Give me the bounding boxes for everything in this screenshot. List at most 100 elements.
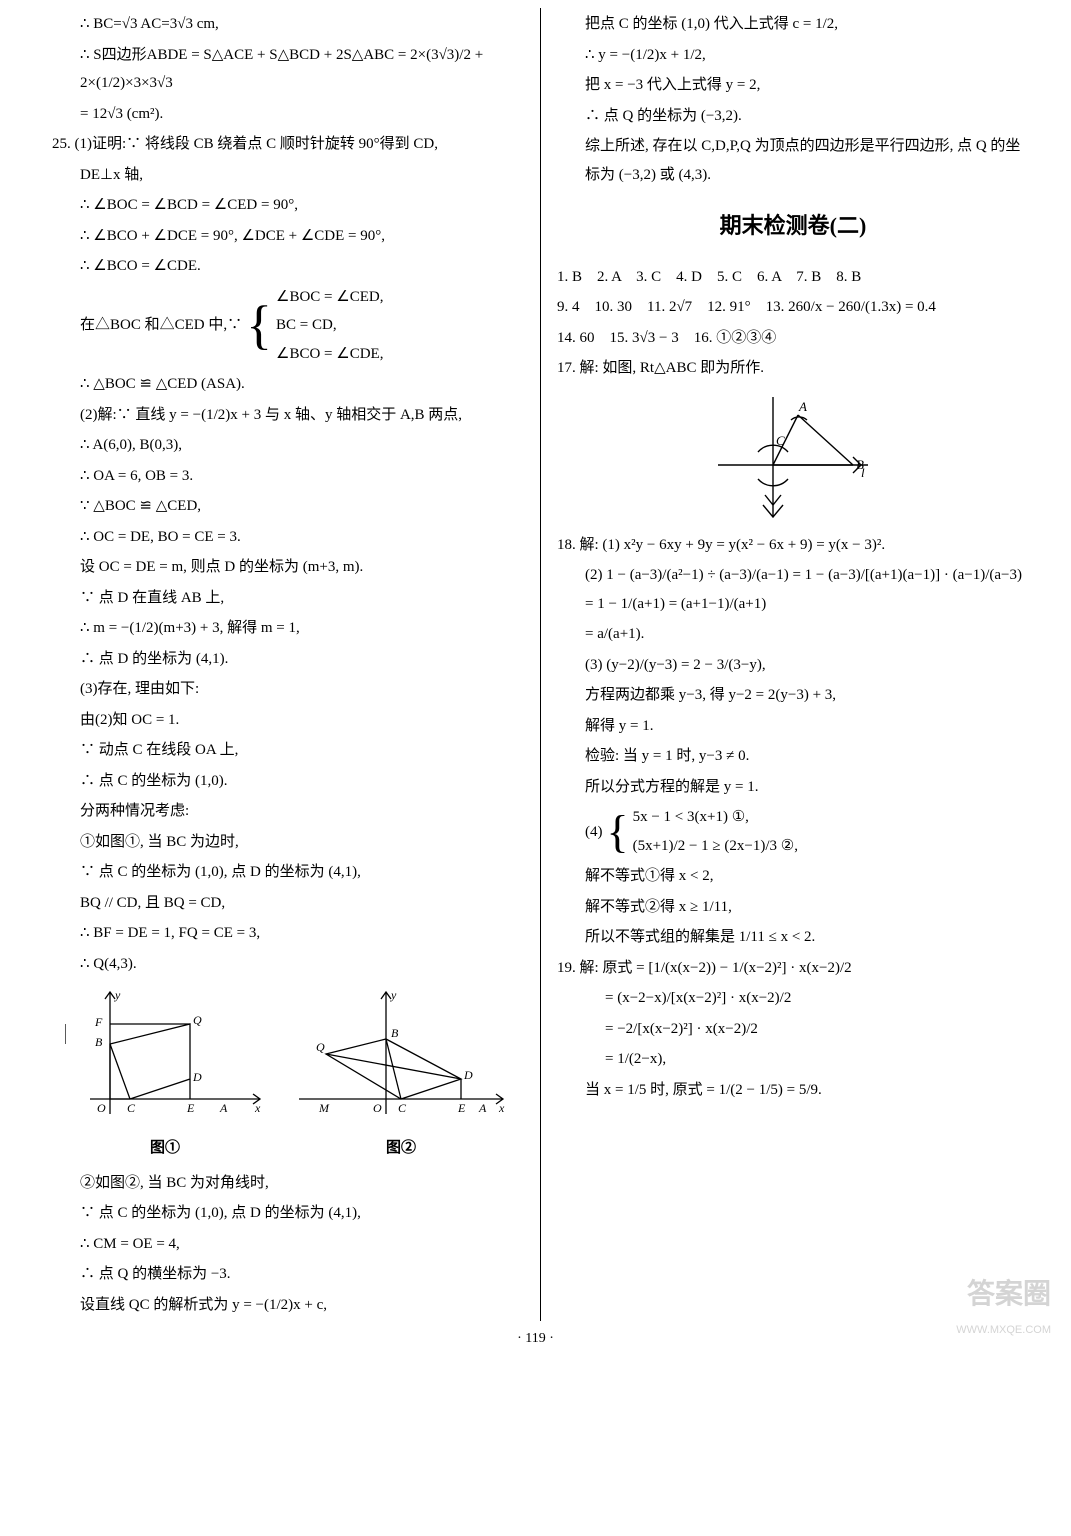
text-line: ∵ 点 C 的坐标为 (1,0), 点 D 的坐标为 (4,1),	[52, 1199, 524, 1228]
text-line: = −2/[x(x−2)²] · x(x−2)/2	[557, 1015, 1029, 1044]
answer-key-line: 14. 60 15. 3√3 − 3 16. ①②③④	[557, 324, 1029, 353]
text-line: ∴ m = −(1/2)(m+3) + 3, 解得 m = 1,	[52, 614, 524, 643]
page-number: · 119 ·	[517, 1326, 554, 1353]
text-line: 综上所述, 存在以 C,D,P,Q 为顶点的四边形是平行四边形, 点 Q 的坐标…	[557, 132, 1029, 189]
text-line: BC = CD,	[276, 311, 383, 340]
answer-key-line: 1. B 2. A 3. C 4. D 5. C 6. A 7. B 8. B	[557, 263, 1029, 292]
svg-text:F: F	[94, 1015, 103, 1029]
svg-text:B: B	[95, 1035, 103, 1049]
text-line: ∴ △BOC ≌ △CED (ASA).	[52, 370, 524, 399]
svg-text:M: M	[318, 1101, 330, 1115]
text-line: 17. 解: 如图, Rt△ABC 即为所作.	[557, 354, 1029, 383]
svg-text:O: O	[373, 1101, 382, 1115]
svg-text:A: A	[219, 1101, 228, 1115]
svg-text:D: D	[192, 1070, 202, 1084]
text-line: 5x − 1 < 3(x+1) ①,	[633, 803, 798, 832]
left-brace-icon: {	[246, 298, 272, 352]
figure-17: A C B l	[557, 387, 1029, 527]
svg-text:Q: Q	[193, 1013, 202, 1027]
text-line: ①如图①, 当 BC 为边时,	[52, 828, 524, 857]
text-line: ∴ CM = OE = 4,	[52, 1230, 524, 1259]
diagram-row: O C E A B F Q D y x 图①	[52, 984, 524, 1163]
text-line: ∴ ∠BCO + ∠DCE = 90°, ∠DCE + ∠CDE = 90°,	[52, 222, 524, 251]
text-line: ∵ 点 D 在直线 AB 上,	[52, 584, 524, 613]
text-line: DE⊥x 轴,	[52, 161, 524, 190]
text-line: ∴ A(6,0), B(0,3),	[52, 431, 524, 460]
text-line: (4)	[585, 818, 603, 847]
svg-text:E: E	[186, 1101, 195, 1115]
text-line: 25. (1)证明:∵ 将线段 CB 绕着点 C 顺时针旋转 90°得到 CD,	[52, 130, 524, 159]
text-line: ∵ 动点 C 在线段 OA 上,	[52, 736, 524, 765]
svg-text:l: l	[861, 465, 865, 480]
text-line: 检验: 当 y = 1 时, y−3 ≠ 0.	[557, 742, 1029, 771]
text-line: ∴ S四边形ABDE = S△ACE + S△BCD + 2S△ABC = 2×…	[52, 41, 524, 98]
text-line: (5x+1)/2 − 1 ≥ (2x−1)/3 ②,	[633, 832, 798, 861]
figure-label: 图②	[291, 1134, 511, 1163]
right-column: 把点 C 的坐标 (1,0) 代入上式得 c = 1/2, ∴ y = −(1/…	[545, 8, 1041, 1321]
figure-2: M O C E A B Q D y x 图②	[291, 984, 511, 1163]
text-line: 设 OC = DE = m, 则点 D 的坐标为 (m+3, m).	[52, 553, 524, 582]
text-line: 在△BOC 和△CED 中,∵	[80, 311, 242, 340]
text-line: ∴ 点 Q 的横坐标为 −3.	[52, 1260, 524, 1289]
svg-text:C: C	[127, 1101, 136, 1115]
text-line: 所以分式方程的解是 y = 1.	[557, 773, 1029, 802]
text-line: 19. 解: 原式 = [1/(x(x−2)) − 1/(x−2)²] · x(…	[557, 954, 1029, 983]
svg-text:x: x	[498, 1101, 505, 1115]
text-line: ∴ ∠BCO = ∠CDE.	[52, 252, 524, 281]
left-brace-icon: {	[607, 809, 629, 855]
svg-text:C: C	[776, 433, 785, 448]
brace-system: (4) { 5x − 1 < 3(x+1) ①, (5x+1)/2 − 1 ≥ …	[557, 803, 1029, 860]
text-line: 分两种情况考虑:	[52, 797, 524, 826]
text-line: 18. 解: (1) x²y − 6xy + 9y = y(x² − 6x + …	[557, 531, 1029, 560]
svg-text:y: y	[114, 988, 121, 1002]
figure-label: 图①	[65, 1134, 265, 1163]
section-title: 期末检测卷(二)	[557, 205, 1029, 247]
text-line: ∴ OC = DE, BO = CE = 3.	[52, 523, 524, 552]
text-line: 设直线 QC 的解析式为 y = −(1/2)x + c,	[52, 1291, 524, 1320]
text-line: 把 x = −3 代入上式得 y = 2,	[557, 71, 1029, 100]
text-line: ②如图②, 当 BC 为对角线时,	[52, 1169, 524, 1198]
svg-text:B: B	[391, 1026, 399, 1040]
text-line: ∴ BF = DE = 1, FQ = CE = 3,	[52, 919, 524, 948]
text-line: ∴ 点 C 的坐标为 (1,0).	[52, 767, 524, 796]
text-line: 当 x = 1/5 时, 原式 = 1/(2 − 1/5) = 5/9.	[557, 1076, 1029, 1105]
text-line: 解不等式①得 x < 2,	[557, 862, 1029, 891]
text-line: (3)存在, 理由如下:	[52, 675, 524, 704]
text-line: 由(2)知 OC = 1.	[52, 706, 524, 735]
svg-text:A: A	[478, 1101, 487, 1115]
text-line: ∴ 点 Q 的坐标为 (−3,2).	[557, 102, 1029, 131]
text-line: 解得 y = 1.	[557, 712, 1029, 741]
column-divider	[540, 8, 541, 1321]
svg-text:Q: Q	[316, 1040, 325, 1054]
text-line: (3) (y−2)/(y−3) = 2 − 3/(3−y),	[557, 651, 1029, 680]
text-line: 解不等式②得 x ≥ 1/11,	[557, 893, 1029, 922]
text-line: ∴ ∠BOC = ∠BCD = ∠CED = 90°,	[52, 191, 524, 220]
svg-text:C: C	[398, 1101, 407, 1115]
svg-text:y: y	[390, 988, 397, 1002]
text-line: ∠BCO = ∠CDE,	[276, 340, 383, 369]
left-column: ∴ BC=√3 AC=3√3 cm, ∴ S四边形ABDE = S△ACE + …	[40, 8, 536, 1321]
text-line: = 1/(2−x),	[557, 1045, 1029, 1074]
text-line: BQ // CD, 且 BQ = CD,	[52, 889, 524, 918]
text-line: 方程两边都乘 y−3, 得 y−2 = 2(y−3) + 3,	[557, 681, 1029, 710]
svg-text:x: x	[254, 1101, 261, 1115]
text-line: 把点 C 的坐标 (1,0) 代入上式得 c = 1/2,	[557, 10, 1029, 39]
text-line: (2) 1 − (a−3)/(a²−1) ÷ (a−3)/(a−1) = 1 −…	[557, 561, 1029, 618]
watermark-url: WWW.MXQE.COM	[956, 1320, 1051, 1341]
text-line: (2)解:∵ 直线 y = −(1/2)x + 3 与 x 轴、y 轴相交于 A…	[52, 401, 524, 430]
figure-1: O C E A B F Q D y x 图①	[65, 984, 265, 1163]
svg-text:E: E	[457, 1101, 466, 1115]
text-line: 所以不等式组的解集是 1/11 ≤ x < 2.	[557, 923, 1029, 952]
watermark-title: 答案圈	[956, 1267, 1051, 1320]
text-line: = a/(a+1).	[557, 620, 1029, 649]
text-line: ∴ Q(4,3).	[52, 950, 524, 979]
svg-text:A: A	[798, 399, 807, 414]
watermark: 答案圈 WWW.MXQE.COM	[956, 1267, 1051, 1341]
text-line: ∠BOC = ∠CED,	[276, 283, 383, 312]
answer-key-line: 9. 4 10. 30 11. 2√7 12. 91° 13. 260/x − …	[557, 293, 1029, 322]
text-line: ∴ BC=√3 AC=3√3 cm,	[52, 10, 524, 39]
text-line: ∴ 点 D 的坐标为 (4,1).	[52, 645, 524, 674]
brace-system: 在△BOC 和△CED 中,∵ { ∠BOC = ∠CED, BC = CD, …	[52, 283, 524, 369]
text-line: = (x−2−x)/[x(x−2)²] · x(x−2)/2	[557, 984, 1029, 1013]
svg-text:D: D	[463, 1068, 473, 1082]
